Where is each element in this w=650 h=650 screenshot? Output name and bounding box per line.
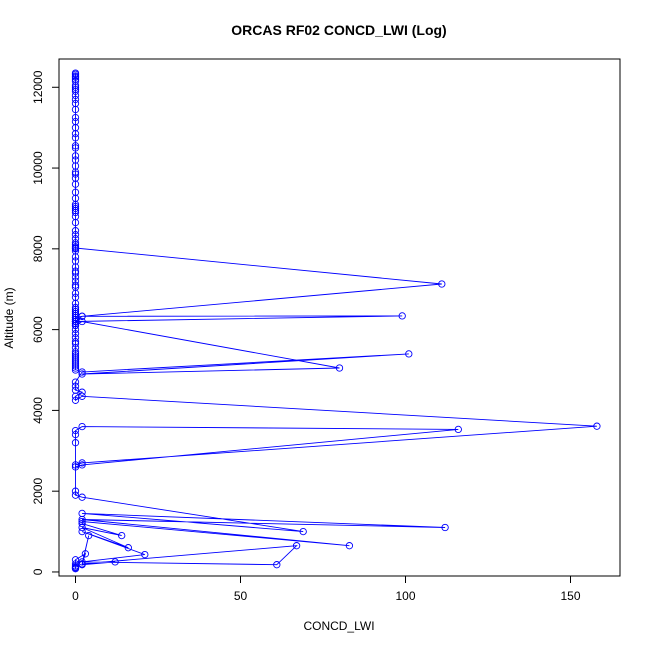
data-point [71, 382, 80, 390]
data-point [78, 493, 86, 501]
data-point [71, 180, 80, 188]
data-point [71, 426, 80, 435]
data-point [71, 253, 80, 261]
data-point [71, 95, 80, 104]
data-point [299, 527, 307, 536]
data-point [78, 527, 86, 536]
data-point [398, 312, 406, 320]
data-point [71, 281, 80, 289]
data-point [71, 430, 80, 439]
series-line [75, 73, 597, 569]
data-point [71, 362, 80, 370]
data-point [78, 370, 86, 378]
data-point [71, 134, 80, 142]
data-point [345, 542, 354, 550]
data-point [71, 378, 80, 386]
data-point [78, 388, 86, 396]
data-point [78, 392, 86, 400]
x-tick-label: 50 [234, 589, 248, 603]
data-point [71, 152, 80, 160]
y-axis: 0 2000 4000 6000 8000 10000 12000 [31, 70, 60, 575]
y-tick-label: 0 [31, 568, 45, 575]
data-point [71, 204, 80, 213]
data-point [292, 542, 301, 550]
data-point [273, 561, 281, 569]
data-point [118, 531, 126, 540]
data-point [454, 425, 462, 434]
x-axis-label: CONCD_LWI [303, 619, 374, 633]
y-tick-label: 8000 [31, 235, 45, 262]
data-point [71, 396, 80, 404]
data-point [441, 523, 449, 532]
y-tick-label: 2000 [31, 478, 45, 505]
data-point [335, 364, 344, 372]
data-point [71, 560, 80, 568]
data-point [78, 368, 86, 376]
data-point [71, 491, 80, 499]
data-point [71, 231, 80, 239]
data-point [71, 142, 80, 150]
data-point [78, 422, 86, 431]
x-axis: 0 50 100 150 [72, 575, 581, 603]
data-point [71, 273, 80, 281]
data-point [71, 130, 80, 138]
data-point [71, 340, 80, 348]
y-tick-label: 6000 [31, 316, 45, 343]
data-point [71, 83, 80, 91]
data-point [78, 519, 86, 528]
data-point [78, 461, 86, 469]
data-point [78, 459, 86, 467]
data-point [438, 280, 446, 288]
data-point [78, 312, 86, 320]
chart-title: ORCAS RF02 CONCD_LWI (Log) [231, 22, 446, 38]
data-point [71, 269, 80, 277]
data-point [71, 144, 80, 152]
data-point [71, 244, 80, 252]
data-point [78, 558, 86, 566]
data-point [71, 105, 80, 114]
y-axis-label: Altitude (m) [2, 287, 16, 348]
data-point [71, 364, 80, 372]
data-point [71, 113, 80, 122]
data-point [78, 317, 86, 326]
data-point [71, 463, 80, 471]
data-point [71, 565, 80, 573]
data-point [124, 544, 132, 552]
data-point [71, 330, 80, 338]
data-point [71, 208, 80, 217]
data-point [81, 550, 90, 558]
data-point [71, 319, 80, 328]
y-tick-label: 4000 [31, 397, 45, 424]
series-group [71, 69, 601, 573]
data-point [405, 350, 413, 358]
x-tick-label: 0 [72, 589, 79, 603]
x-tick-label: 150 [560, 589, 580, 603]
data-point [71, 439, 80, 447]
data-point [111, 558, 119, 566]
data-point [71, 91, 80, 100]
y-tick-label: 12000 [31, 70, 45, 104]
data-point [71, 366, 80, 374]
data-point [71, 289, 80, 297]
data-point [141, 550, 149, 559]
data-point [71, 487, 80, 495]
plot-frame [58, 58, 621, 577]
data-point [78, 523, 86, 532]
data-point [85, 531, 93, 540]
x-tick-label: 100 [395, 589, 415, 603]
data-point [593, 422, 601, 430]
data-point [71, 87, 80, 95]
data-point [71, 321, 80, 330]
data-point [71, 227, 80, 235]
y-tick-label: 10000 [31, 151, 45, 185]
data-point [71, 218, 80, 227]
data-point [78, 515, 86, 524]
data-point [71, 73, 80, 81]
data-point [71, 170, 80, 178]
